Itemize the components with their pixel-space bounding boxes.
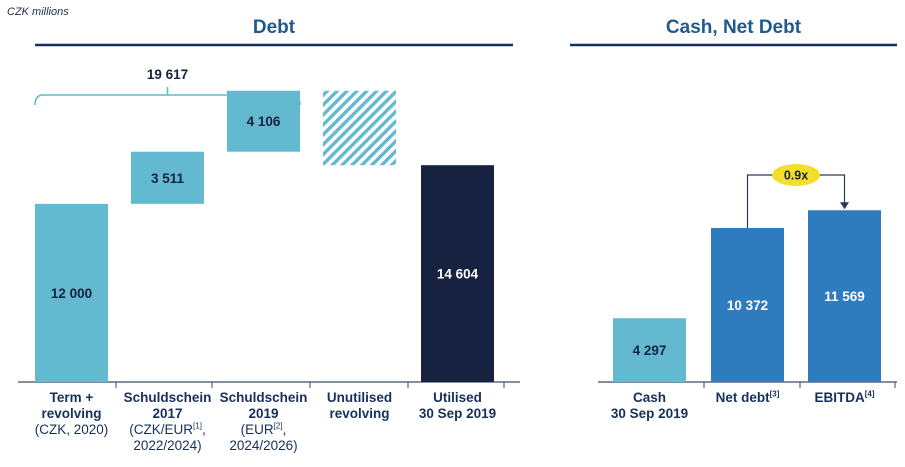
section-title-debt: Debt xyxy=(252,17,296,38)
bar-6 xyxy=(613,318,686,382)
bar-4 xyxy=(323,90,396,166)
category-label-2: Schuldschein 2017 (CZK/EUR[1], 2022/2024) xyxy=(123,390,212,453)
category-label-6: Cash 30 Sep 2019 xyxy=(610,390,689,421)
bar-3 xyxy=(227,90,300,152)
bar-8 xyxy=(808,210,881,382)
category-label-4: Unutilised revolving xyxy=(326,390,393,421)
category-label-1: Term + revolving (CZK, 2020) xyxy=(34,390,109,437)
category-label-5: Utilised 30 Sep 2019 xyxy=(418,390,497,421)
bar-1 xyxy=(35,203,108,382)
unit-label: CZK millions xyxy=(7,6,69,18)
ratio-badge-label: 0.9x xyxy=(784,169,808,183)
bar-5 xyxy=(421,165,494,382)
category-label-8: EBITDA[4] xyxy=(814,389,875,405)
bar-value-label: 12 000 xyxy=(51,286,92,301)
section-title-cash-net-debt: Cash, Net Debt xyxy=(665,17,802,38)
bar-value-label: 11 569 xyxy=(824,289,865,304)
bar-value-label: 10 372 xyxy=(727,298,768,313)
bar-7 xyxy=(711,228,784,382)
ratio-badge xyxy=(772,164,820,186)
bar-value-label: 14 604 xyxy=(437,267,479,282)
bar-2 xyxy=(131,151,204,204)
bar-value-label: 4 106 xyxy=(247,114,281,129)
bracket-total-label: 19 617 xyxy=(147,67,188,82)
ratio-arrowhead xyxy=(840,202,849,210)
category-label-3: Schuldschein 2019 (EUR[2], 2024/2026) xyxy=(219,390,308,453)
bar-value-label: 4 297 xyxy=(633,343,667,358)
bar-value-label: 3 511 xyxy=(151,171,185,186)
category-label-7: Net debt[3] xyxy=(715,389,780,405)
